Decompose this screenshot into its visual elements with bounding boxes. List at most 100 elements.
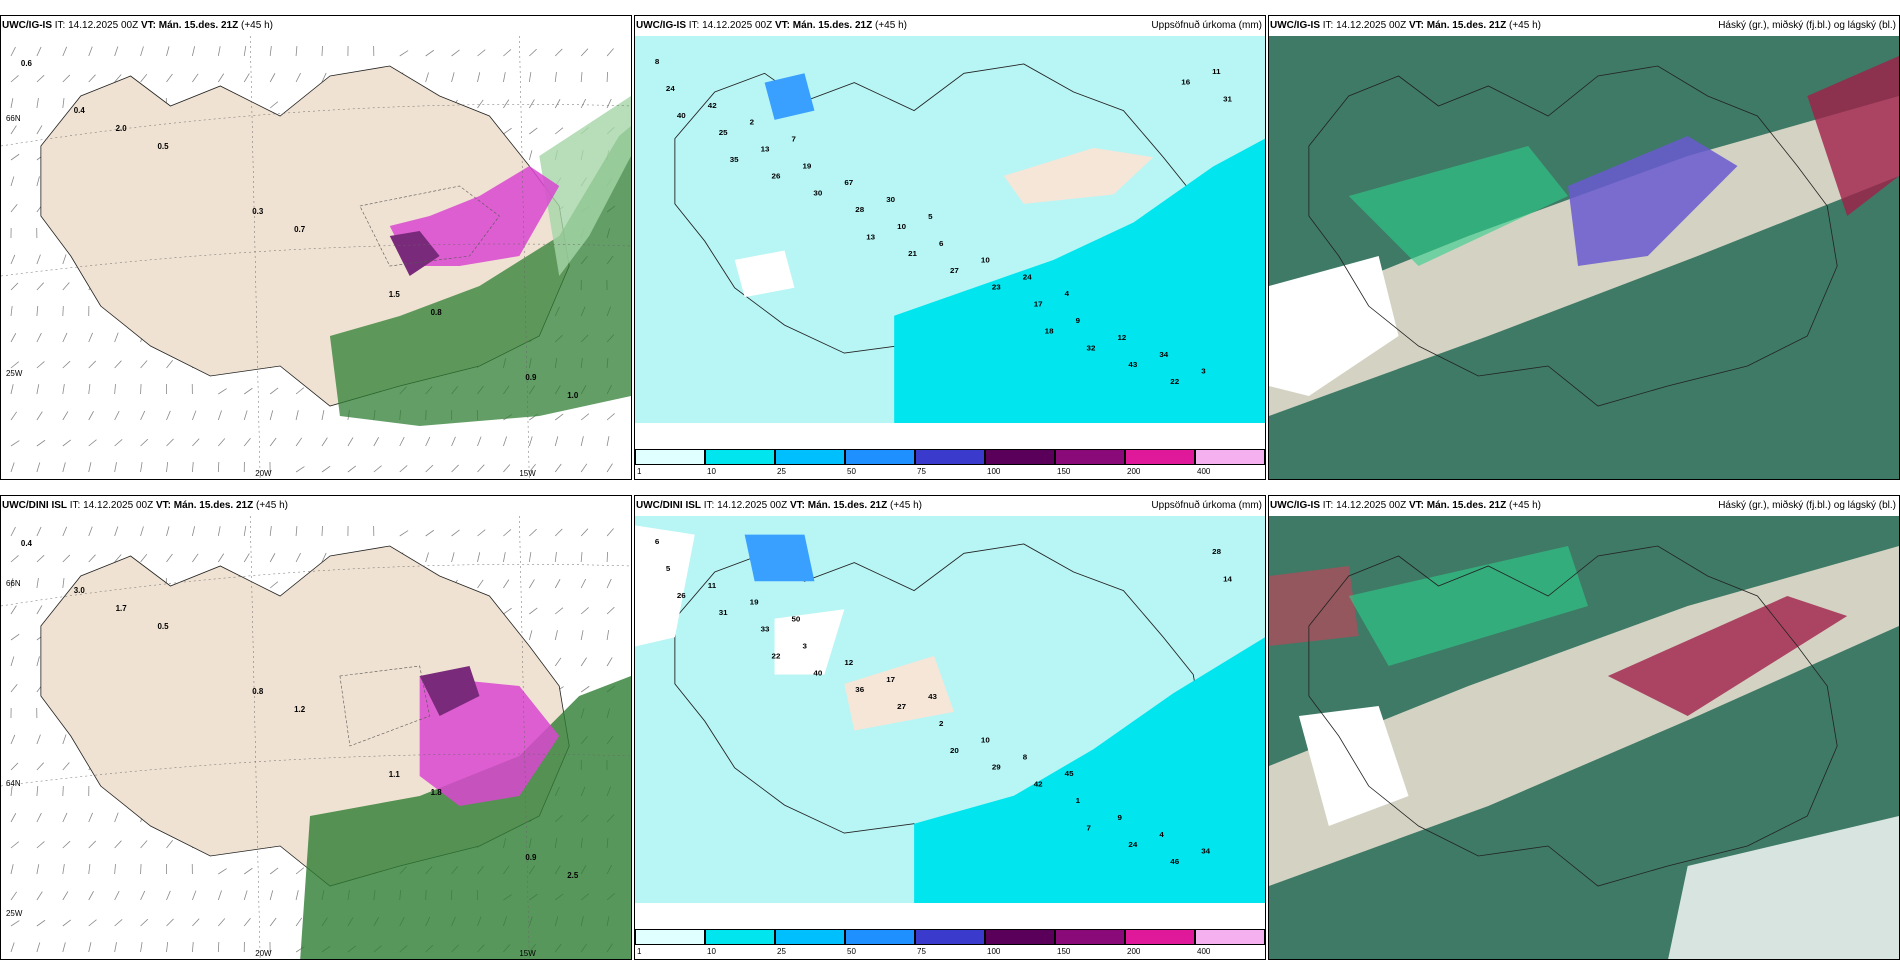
colorbar-swatch xyxy=(1125,449,1195,465)
value-label: 8 xyxy=(1023,753,1028,762)
value-label: 23 xyxy=(992,283,1002,292)
colorbar-tick: 100 xyxy=(987,947,1000,956)
value-label: 0.8 xyxy=(431,308,443,317)
colorbar-swatch xyxy=(705,449,775,465)
valid-time: VT: Mán. 15.des. 21Z xyxy=(775,20,872,31)
value-label: 0.4 xyxy=(21,539,33,548)
value-label: 40 xyxy=(677,111,686,120)
precip-blue xyxy=(745,535,815,582)
value-label: 42 xyxy=(708,101,717,110)
value-label: 6 xyxy=(939,239,944,248)
model-label: UWC/IG-IS xyxy=(2,20,52,31)
colorbar-swatch xyxy=(775,929,845,945)
lon-label-25: 25W xyxy=(6,909,23,918)
value-label: 17 xyxy=(886,675,895,684)
colorbar-tick: 25 xyxy=(777,467,786,476)
value-label: 0.9 xyxy=(525,853,537,862)
model-label: UWC/DINI ISL xyxy=(636,500,701,511)
colorbar-tick: 75 xyxy=(917,467,926,476)
init-time: IT: 14.12.2025 00Z xyxy=(689,20,772,31)
panel-header: UWC/IG-IS IT: 14.12.2025 00Z VT: Mán. 15… xyxy=(1269,496,1900,516)
value-label: 6 xyxy=(655,537,660,546)
wind-barb xyxy=(607,72,608,82)
value-label: 2.0 xyxy=(116,124,128,133)
value-label: 2 xyxy=(939,719,943,728)
value-label: 17 xyxy=(1034,300,1043,309)
weather-map-accumulated: 8754323024344267101224196911131017222528… xyxy=(635,36,1265,451)
value-label: 26 xyxy=(772,172,782,181)
value-label: 2.5 xyxy=(567,871,579,880)
value-label: 10 xyxy=(981,256,990,265)
valid-time: VT: Mán. 15.des. 21Z xyxy=(790,500,887,511)
value-label: 3.0 xyxy=(74,586,86,595)
colorbar-tick: 10 xyxy=(707,467,716,476)
panel-top-right: UWC/IG-IS IT: 14.12.2025 00Z VT: Mán. 15… xyxy=(1268,15,1900,480)
value-label: 1.0 xyxy=(567,391,579,400)
cloud-title: Háský (gr.), miðský (fj.bl.) og lágský (… xyxy=(1718,496,1896,516)
value-label: 7 xyxy=(1087,824,1091,833)
value-label: 0.7 xyxy=(294,225,306,234)
value-label: 1.1 xyxy=(389,770,401,779)
value-label: 1.7 xyxy=(116,604,128,613)
value-label: 1.5 xyxy=(389,290,401,299)
panel-header: UWC/DINI ISL IT: 14.12.2025 00Z VT: Mán.… xyxy=(635,496,1266,516)
value-label: 43 xyxy=(928,692,938,701)
lat-label-66: 66N xyxy=(6,114,21,123)
wind-barb xyxy=(63,306,64,316)
precip-title: Uppsöfnuð úrkoma (mm) xyxy=(1151,496,1262,516)
value-label: 67 xyxy=(844,178,853,187)
value-label: 26 xyxy=(677,591,687,600)
wind-barb xyxy=(322,526,323,536)
panel-header: UWC/DINI ISL IT: 14.12.2025 00Z VT: Mán.… xyxy=(1,496,632,516)
colorbar-swatch xyxy=(635,449,705,465)
valid-time: VT: Mán. 15.des. 21Z xyxy=(1409,20,1506,31)
colorbar-swatch xyxy=(775,449,845,465)
colorbar-tick: 1 xyxy=(637,467,641,476)
value-label: 16 xyxy=(1181,78,1191,87)
value-label: 0.8 xyxy=(252,687,264,696)
value-label: 46 xyxy=(1170,857,1180,866)
lon-label-20: 20W xyxy=(255,949,272,958)
wind-barb xyxy=(141,864,142,874)
lat-label-66: 66N xyxy=(6,579,21,588)
colorbar-tick: 75 xyxy=(917,947,926,956)
weather-map-hourly: 66N 25W 20W 15W 0.60.50.70.81.02.00.31.5… xyxy=(1,36,631,480)
value-label: 2 xyxy=(750,118,754,127)
init-time: IT: 14.12.2025 00Z xyxy=(704,500,787,511)
colorbar-tick: 200 xyxy=(1127,947,1140,956)
lat-label-64: 64N xyxy=(6,779,21,788)
lon-label-15: 15W xyxy=(519,949,536,958)
panel-header: UWC/IG-IS IT: 14.12.2025 00Z VT: Mán. 15… xyxy=(1269,16,1900,36)
colorbar-tick: 150 xyxy=(1057,467,1070,476)
value-label: 40 xyxy=(813,669,822,678)
value-label: 35 xyxy=(730,155,740,164)
value-label: 28 xyxy=(855,205,865,214)
colorbar-swatch xyxy=(1125,929,1195,945)
panel-header: UWC/IG-IS IT: 14.12.2025 00Z VT: Mán. 15… xyxy=(635,16,1266,36)
colorbar-swatch xyxy=(915,449,985,465)
value-label: 13 xyxy=(761,145,771,154)
value-label: 21 xyxy=(908,249,918,258)
value-label: 43 xyxy=(1128,360,1138,369)
value-label: 0.5 xyxy=(158,622,170,631)
panel-top-middle: UWC/IG-IS IT: 14.12.2025 00Z VT: Mán. 15… xyxy=(634,15,1266,480)
lon-label-15: 15W xyxy=(519,469,536,478)
value-label: 28 xyxy=(1212,547,1222,556)
value-label: 42 xyxy=(1034,780,1043,789)
lead-time: (+45 h) xyxy=(241,20,273,31)
value-label: 9 xyxy=(1076,316,1080,325)
valid-time: VT: Mán. 15.des. 21Z xyxy=(156,500,253,511)
init-time: IT: 14.12.2025 00Z xyxy=(1323,20,1406,31)
value-label: 50 xyxy=(792,615,801,624)
value-label: 22 xyxy=(772,652,781,661)
wind-barb xyxy=(218,942,219,952)
value-label: 45 xyxy=(1065,769,1075,778)
value-label: 0.6 xyxy=(21,59,33,68)
value-label: 24 xyxy=(1023,273,1033,282)
value-label: 5 xyxy=(928,212,933,221)
lon-label-20: 20W xyxy=(255,469,272,478)
value-label: 34 xyxy=(1159,350,1169,359)
colorbar-swatch xyxy=(845,929,915,945)
value-label: 0.4 xyxy=(74,106,86,115)
